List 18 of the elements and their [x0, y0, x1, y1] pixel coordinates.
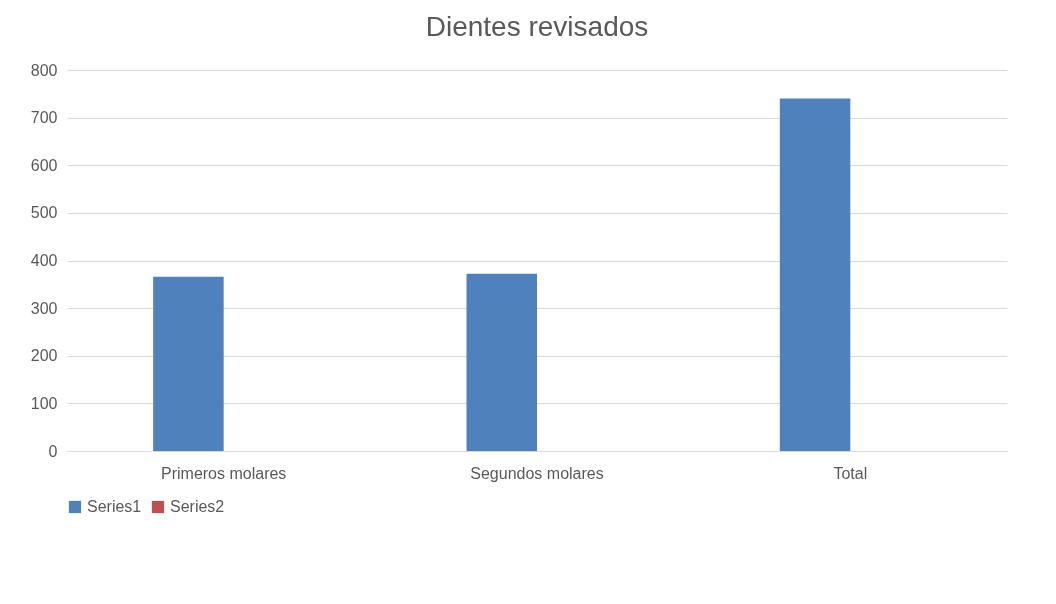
- y-tick-label: 100: [30, 394, 58, 412]
- bar: [153, 276, 224, 451]
- y-tick-label: 500: [30, 204, 58, 222]
- y-tick-label: 800: [30, 61, 58, 79]
- chart-title: Dientes revisados: [425, 11, 649, 42]
- legend-label: Series2: [170, 498, 225, 515]
- bar: [466, 273, 537, 451]
- x-tick-label: Total: [833, 464, 868, 482]
- x-tick-label: Segundos molares: [470, 464, 604, 482]
- y-tick-label: 400: [30, 252, 58, 269]
- y-tick-label: 300: [30, 299, 58, 317]
- y-tick-label: 0: [48, 442, 58, 460]
- y-tick-label: 200: [30, 347, 58, 365]
- bar: [779, 98, 851, 451]
- y-tick-label: 600: [30, 156, 58, 174]
- y-tick-label: 700: [30, 109, 58, 127]
- x-tick-label: Primeros molares: [160, 464, 287, 482]
- legend-label: Series1: [87, 498, 142, 515]
